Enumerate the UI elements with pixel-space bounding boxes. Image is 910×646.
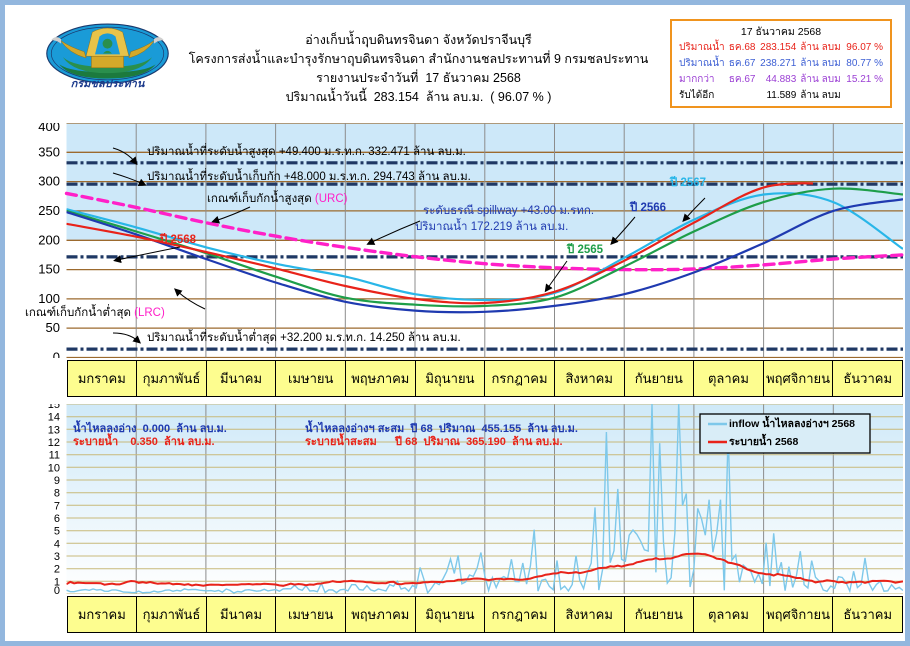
svg-text:250: 250 (38, 203, 60, 218)
svg-text:ปี 2566: ปี 2566 (629, 201, 666, 214)
svg-text:3: 3 (54, 551, 60, 563)
svg-text:7: 7 (54, 500, 60, 512)
svg-text:12: 12 (48, 437, 60, 449)
svg-text:13: 13 (48, 424, 60, 436)
svg-text:ปี 2567: ปี 2567 (669, 176, 706, 189)
svg-text:10: 10 (48, 462, 60, 474)
svg-text:400: 400 (38, 123, 60, 134)
svg-text:น้ำไหลลงอ่างฯ สะสม ปี 68 ปริ: น้ำไหลลงอ่างฯ สะสม ปี 68 ปริมาณ 455.155 … (305, 420, 578, 435)
svg-text:4: 4 (54, 538, 60, 550)
svg-text:ปี 2565: ปี 2565 (566, 243, 604, 256)
svg-text:ปริมาณน้ำที่ระดับน้ำสูงสุด +49: ปริมาณน้ำที่ระดับน้ำสูงสุด +49.400 ม.ร.ท… (147, 143, 466, 158)
svg-text:5: 5 (54, 526, 60, 538)
svg-text:ปริมาณน้ำ 172.219 ล้าน ลบ.ม.: ปริมาณน้ำ 172.219 ล้าน ลบ.ม. (415, 218, 568, 233)
svg-text:14: 14 (48, 412, 60, 424)
svg-text:ปริมาณน้ำที่ระดับน้ำต่ำสุด +32: ปริมาณน้ำที่ระดับน้ำต่ำสุด +32.200 ม.ร.ท… (147, 329, 461, 344)
svg-text:น้ำไหลลงอ่าง 0.000 ล้าน ลบ.ม: น้ำไหลลงอ่าง 0.000 ล้าน ลบ.ม. (73, 420, 227, 435)
svg-text:0: 0 (54, 585, 60, 594)
svg-text:15: 15 (48, 404, 60, 411)
svg-text:เกณฑ์เก็บกักน้ำสูงสุด (URC): เกณฑ์เก็บกักน้ำสูงสุด (URC) (207, 190, 348, 205)
svg-text:6: 6 (54, 513, 60, 525)
svg-text:50: 50 (46, 320, 60, 335)
svg-text:เกณฑ์เก็บกักน้ำต่ำสุด (LRC): เกณฑ์เก็บกักน้ำต่ำสุด (LRC) (25, 304, 165, 319)
svg-text:ระดับธรณี spillway +43.00 ม.รท: ระดับธรณี spillway +43.00 ม.รทก. (423, 204, 594, 217)
svg-text:11: 11 (49, 450, 60, 462)
svg-text:100: 100 (38, 291, 60, 306)
svg-text:150: 150 (38, 262, 60, 277)
svg-text:ปริมาณน้ำที่ระดับน้ำเก็บกัก +4: ปริมาณน้ำที่ระดับน้ำเก็บกัก +48.000 ม.ร.… (147, 168, 471, 183)
svg-text:0: 0 (53, 350, 60, 359)
svg-text:8: 8 (54, 488, 60, 500)
svg-text:ระบายน้ำสะสม ปี 68 ปริมา: ระบายน้ำสะสม ปี 68 ปริมาณ 365.190 ล้าน ล… (305, 433, 563, 448)
svg-text:9: 9 (54, 475, 60, 487)
svg-text:2: 2 (54, 564, 60, 576)
svg-text:ระบายน้ำ 0.350 ล้าน ลบ.ม.: ระบายน้ำ 0.350 ล้าน ลบ.ม. (73, 433, 215, 448)
svg-text:300: 300 (38, 174, 60, 189)
svg-text:350: 350 (38, 144, 60, 159)
svg-text:inflow น้ำไหลลงอ่างฯ 2568: inflow น้ำไหลลงอ่างฯ 2568 (729, 415, 855, 430)
svg-text:ระบายน้ำ 2568: ระบายน้ำ 2568 (729, 433, 799, 448)
svg-text:ปี 2568: ปี 2568 (159, 233, 197, 246)
svg-text:200: 200 (38, 232, 60, 247)
